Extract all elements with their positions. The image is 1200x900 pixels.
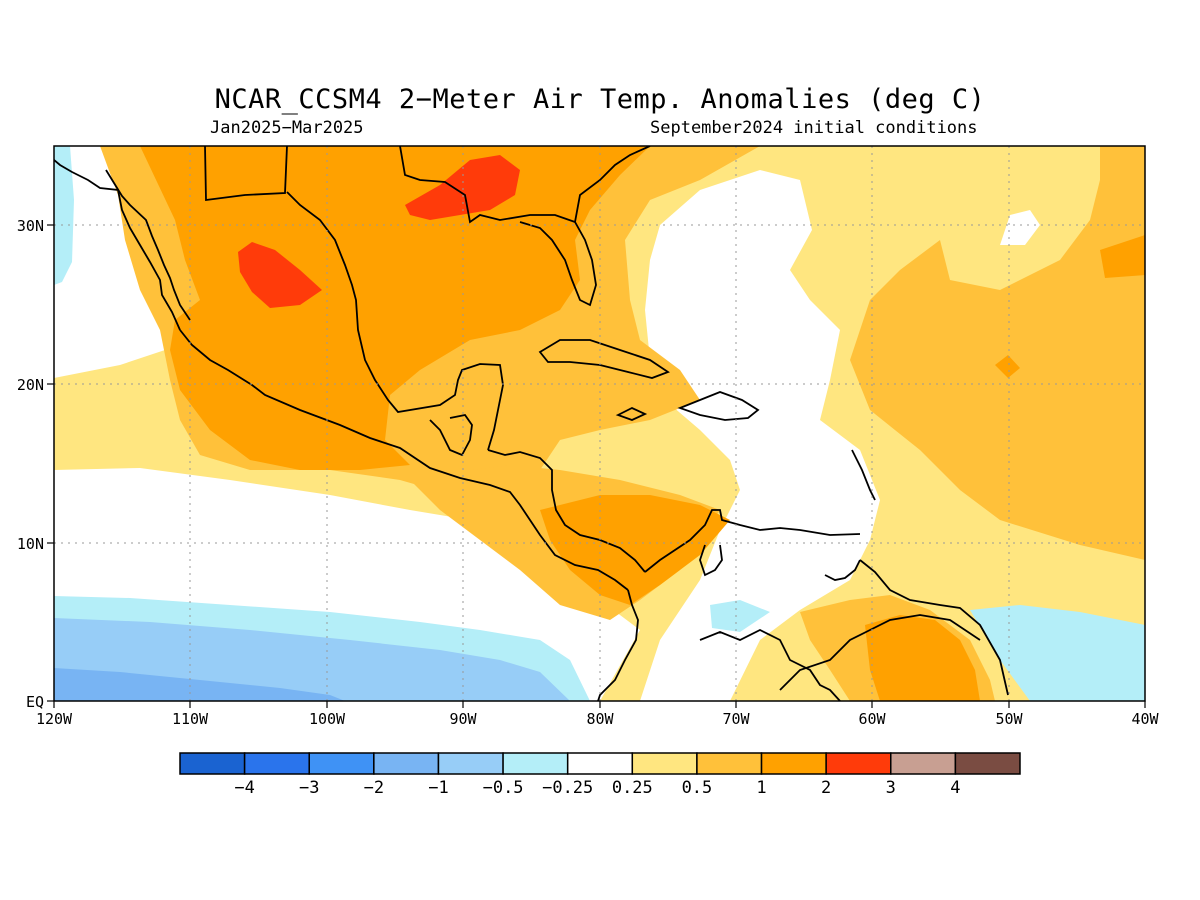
colorbar-swatch (760, 752, 827, 775)
lat-label: 20N (17, 376, 44, 394)
colorbar-label: 4 (950, 778, 960, 798)
colorbar-label: 0.5 (682, 778, 713, 798)
colorbar-swatch (696, 752, 763, 775)
lon-label: 100W (309, 710, 346, 728)
lon-label: 90W (449, 710, 477, 728)
lon-label: 110W (172, 710, 209, 728)
lat-label: 30N (17, 217, 44, 235)
colorbar-swatch (825, 752, 892, 775)
colorbar-label: 3 (886, 778, 896, 798)
lon-label: 50W (995, 710, 1023, 728)
colorbar-label: 0.25 (612, 778, 653, 798)
graticule (54, 146, 1145, 701)
colorbar-label: −4 (234, 778, 254, 798)
lon-label: 70W (722, 710, 750, 728)
colorbar-label: −0.25 (542, 778, 593, 798)
colorbar-swatch (631, 752, 698, 775)
lon-label: 120W (36, 710, 73, 728)
colorbar-swatch (954, 752, 1021, 775)
colorbar-label: −0.5 (483, 778, 524, 798)
colorbar: −4 −3 −2 −1 −0.5 −0.25 0.25 0.5 1 2 3 4 (179, 752, 1021, 798)
anomaly-fill (54, 146, 1145, 701)
colorbar-label: −2 (364, 778, 384, 798)
colorbar-swatch (243, 752, 310, 775)
initial-conditions: September2024 initial conditions (650, 118, 978, 138)
axis-ticks (47, 224, 1146, 708)
lon-label: 60W (858, 710, 886, 728)
colorbar-swatch (566, 752, 634, 775)
colorbar-swatch (373, 752, 440, 775)
lon-label: 40W (1131, 710, 1159, 728)
colorbar-swatch (437, 752, 504, 775)
colorbar-label: −3 (299, 778, 319, 798)
lon-label: 80W (586, 710, 614, 728)
forecast-period: Jan2025−Mar2025 (210, 118, 364, 138)
colorbar-label: −1 (428, 778, 448, 798)
map-title: NCAR_CCSM4 2−Meter Air Temp. Anomalies (… (214, 84, 986, 115)
colorbar-label: 2 (821, 778, 831, 798)
colorbar-swatch (890, 752, 957, 775)
colorbar-swatch (308, 752, 375, 775)
colorbar-swatch (179, 752, 246, 775)
lat-label: 10N (17, 535, 44, 553)
lat-label: EQ (26, 693, 44, 711)
colorbar-label: 1 (756, 778, 766, 798)
coastlines (54, 146, 1009, 701)
colorbar-swatch (502, 752, 569, 775)
